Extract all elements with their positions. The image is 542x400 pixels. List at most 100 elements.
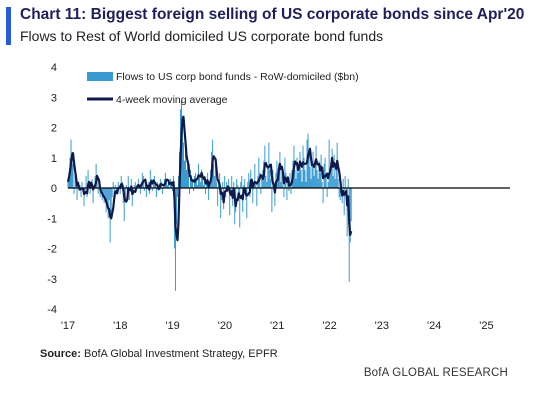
- flow-bar: [347, 178, 349, 188]
- flow-bar: [241, 175, 243, 188]
- flow-bar: [203, 184, 205, 188]
- chart-subtitle: Flows to Rest of World domiciled US corp…: [20, 28, 384, 44]
- flow-bar: [130, 178, 132, 188]
- flow-bar: [89, 188, 91, 195]
- flow-bar: [191, 181, 193, 188]
- flow-bar: [350, 188, 352, 222]
- flow-bar: [72, 163, 74, 188]
- flow-bar: [274, 188, 276, 207]
- flow-bar: [208, 188, 210, 201]
- flow-bar: [330, 172, 332, 188]
- source-text: BofA Global Investment Strategy, EPFR: [80, 348, 278, 360]
- flow-bar: [166, 184, 168, 188]
- flow-bar: [335, 166, 337, 188]
- flow-bar: [73, 188, 75, 195]
- flow-bar: [199, 175, 201, 188]
- flow-bar: [248, 172, 250, 188]
- flow-bar: [67, 181, 69, 188]
- flow-bar: [141, 172, 143, 188]
- y-tick-label: -4: [47, 304, 57, 316]
- flow-bar: [107, 188, 109, 219]
- accent-bar: [6, 7, 11, 45]
- flow-bar: [244, 178, 246, 188]
- flow-bar: [250, 169, 252, 188]
- flow-bar: [317, 178, 319, 188]
- flow-bar: [124, 188, 126, 198]
- flow-bar: [114, 184, 116, 188]
- flow-bar: [119, 188, 121, 195]
- flow-bar: [255, 181, 257, 188]
- flow-bar: [233, 181, 235, 188]
- flow-bar: [304, 169, 306, 188]
- flow-bar: [85, 175, 87, 188]
- x-axis: '17 '18 '19 '20 '21 '22 '23 '24 '25: [61, 320, 494, 332]
- flow-bar: [324, 157, 326, 188]
- flow-bar: [127, 175, 129, 188]
- flow-bar: [328, 139, 330, 188]
- flow-bar: [96, 178, 98, 188]
- flow-bar: [329, 169, 331, 188]
- flow-bar: [185, 148, 187, 188]
- flow-bar: [277, 178, 279, 188]
- flow-bar: [205, 188, 207, 195]
- flow-bar: [143, 188, 145, 192]
- flow-bar: [286, 188, 288, 201]
- flow-bar: [308, 154, 310, 188]
- flow-bar: [334, 178, 336, 188]
- flow-bar: [290, 188, 292, 195]
- flow-bar: [247, 181, 249, 188]
- flow-bar: [76, 188, 78, 201]
- flow-bar: [145, 188, 147, 198]
- flow-bar: [219, 172, 221, 188]
- flow-bar: [202, 178, 204, 188]
- flow-bar: [161, 188, 163, 195]
- x-tick-label: '21: [270, 320, 284, 332]
- flow-bar: [226, 181, 228, 188]
- x-tick-label: '23: [375, 320, 389, 332]
- flow-bar: [342, 178, 344, 188]
- brand-label: BofA GLOBAL RESEARCH: [363, 367, 508, 379]
- flow-bar: [189, 188, 191, 195]
- x-tick-label: '19: [165, 320, 179, 332]
- y-tick-label: -2: [47, 244, 57, 256]
- x-tick-label: '24: [427, 320, 441, 332]
- flow-bar: [125, 184, 127, 188]
- flow-bar: [331, 148, 333, 188]
- flow-bar: [111, 188, 113, 198]
- flow-bar: [151, 188, 153, 192]
- flow-bars: [67, 100, 352, 291]
- flow-bar: [216, 181, 218, 188]
- x-tick-label: '22: [322, 320, 336, 332]
- flow-bar: [281, 169, 283, 188]
- flow-bar: [215, 157, 217, 188]
- source-note: Source: BofA Global Investment Strategy,…: [40, 348, 278, 360]
- flow-bar: [305, 181, 307, 188]
- flow-bar: [246, 188, 248, 219]
- y-tick-label: -1: [47, 213, 57, 225]
- x-tick-label: '17: [61, 320, 75, 332]
- flow-bar: [183, 160, 185, 188]
- flow-bar: [228, 178, 230, 188]
- flow-bar: [321, 181, 323, 188]
- flow-bar: [112, 181, 114, 188]
- flow-bar: [217, 188, 219, 207]
- flow-bar: [175, 188, 177, 225]
- flow-bar: [267, 166, 269, 188]
- flow-bar: [282, 184, 284, 188]
- flow-bar: [298, 163, 300, 188]
- legend-label-bars: Flows to US corp bond funds - RoW-domici…: [116, 71, 359, 83]
- flow-bar: [193, 188, 195, 192]
- x-tick-label: '18: [113, 320, 127, 332]
- flow-bar: [187, 163, 189, 188]
- flow-bar: [333, 154, 335, 188]
- x-tick-label: '25: [479, 320, 493, 332]
- flow-bar: [83, 188, 85, 207]
- flow-bar: [237, 184, 239, 188]
- legend-label-line: 4-week moving average: [116, 94, 228, 106]
- moving-average-line: [66, 115, 353, 242]
- flow-bar: [181, 115, 183, 188]
- flow-bar: [201, 169, 203, 188]
- flow-bar: [349, 188, 351, 243]
- flow-bar: [312, 151, 314, 188]
- flow-bar: [296, 157, 298, 188]
